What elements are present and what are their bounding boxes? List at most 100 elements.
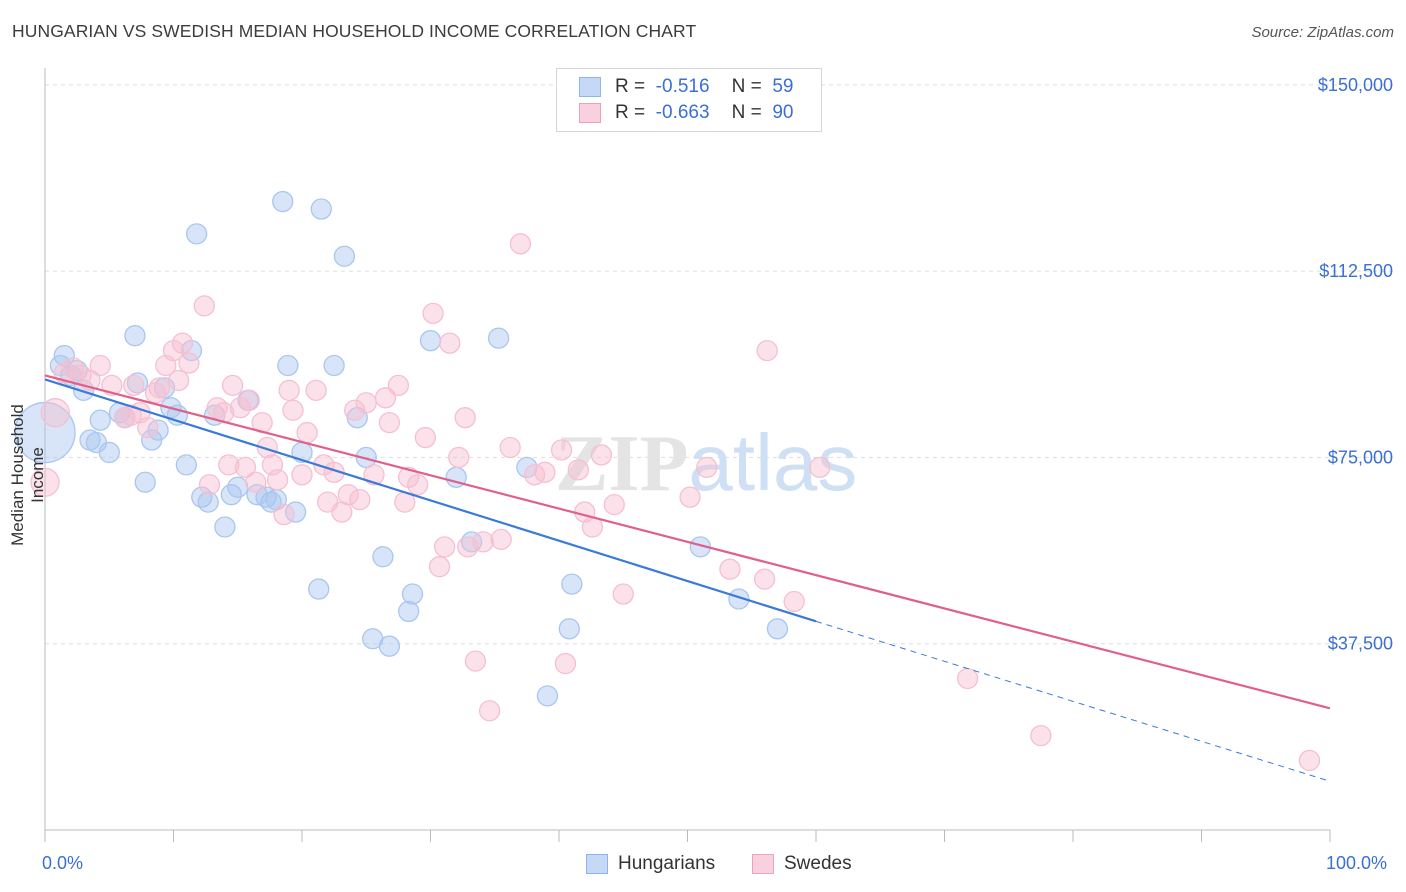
point-swedes xyxy=(428,556,451,578)
point-hungarians xyxy=(323,354,345,377)
point-swedes xyxy=(433,536,456,558)
point-hungarians xyxy=(398,600,420,623)
trend-lines xyxy=(44,374,1331,782)
point-swedes xyxy=(490,528,512,551)
y-tick-labels: $150,000 $112,500 $75,000 $37,500 xyxy=(1318,75,1393,654)
trend-line-swedes xyxy=(44,374,1331,710)
point-swedes xyxy=(554,652,577,675)
point-swedes xyxy=(696,456,718,479)
correlation-legend: R = -0.516 N = 59 R = -0.663 N = 90 xyxy=(556,68,822,132)
point-swedes xyxy=(550,439,573,461)
legend-swatch-swedes xyxy=(579,103,601,123)
x-tick-max: 100.0% xyxy=(1326,853,1388,873)
r-value: -0.516 xyxy=(655,76,710,97)
point-swedes xyxy=(344,399,366,421)
point-swedes xyxy=(472,531,494,553)
n-label: N = xyxy=(731,102,762,123)
point-swedes xyxy=(1030,724,1052,747)
point-hungarians xyxy=(561,573,583,595)
point-swedes xyxy=(256,436,278,459)
point-swedes xyxy=(590,444,613,466)
point-swedes xyxy=(198,474,221,496)
point-hungarians xyxy=(419,330,442,352)
point-swedes xyxy=(234,456,257,479)
point-hungarians xyxy=(355,446,377,469)
point-hungarians xyxy=(197,491,219,513)
point-hungarians xyxy=(272,190,294,213)
point-swedes xyxy=(387,374,410,397)
point-hungarians xyxy=(310,198,332,220)
point-swedes xyxy=(1298,749,1321,772)
point-hungarians xyxy=(728,588,750,610)
point-swedes xyxy=(291,464,313,486)
point-swedes xyxy=(282,399,304,421)
point-hungarians xyxy=(134,471,156,493)
r-label: R = xyxy=(615,76,646,97)
point-swedes xyxy=(464,650,487,672)
point-swedes xyxy=(337,484,359,506)
point-swedes xyxy=(349,488,371,511)
point-swedes xyxy=(178,352,200,374)
point-hungarians xyxy=(98,441,120,464)
point-swedes xyxy=(40,398,70,428)
point-swedes xyxy=(218,454,240,476)
point-swedes xyxy=(245,471,267,493)
point-hungarians xyxy=(124,325,146,347)
point-swedes xyxy=(448,446,470,469)
point-swedes xyxy=(229,397,251,419)
point-swedes xyxy=(266,469,289,491)
point-swedes xyxy=(378,411,401,434)
legend-row-swedes: R = -0.663 N = 90 xyxy=(579,100,793,126)
point-swedes xyxy=(374,387,397,409)
trend-extension-hungarians xyxy=(815,620,1331,782)
y-axis-label: Median Household Income xyxy=(8,404,47,546)
point-swedes xyxy=(478,700,501,722)
point-swedes xyxy=(454,407,476,429)
point-swedes xyxy=(753,568,776,590)
point-swedes xyxy=(414,426,437,449)
series-legend: Hungarians Swedes xyxy=(0,850,1406,878)
point-swedes xyxy=(171,332,194,354)
legend-row-hungarians: R = -0.516 N = 59 xyxy=(579,74,793,100)
point-hungarians xyxy=(53,344,75,367)
point-swedes xyxy=(809,456,831,479)
legend-swatch-swedes xyxy=(752,854,774,874)
point-swedes xyxy=(89,354,111,377)
legend-item-hungarians[interactable]: Hungarians xyxy=(586,853,715,875)
point-hungarians xyxy=(308,578,330,600)
n-label: N = xyxy=(731,76,762,97)
y-tick-label: $150,000 xyxy=(1318,75,1393,95)
point-swedes xyxy=(355,392,377,414)
point-hungarians xyxy=(227,476,249,498)
point-swedes xyxy=(123,374,145,397)
point-hungarians xyxy=(214,516,236,538)
data-points xyxy=(14,190,1321,772)
point-swedes xyxy=(62,357,84,379)
point-swedes xyxy=(534,461,556,483)
point-hungarians xyxy=(185,223,208,245)
legend-label-hungarians: Hungarians xyxy=(618,853,716,874)
point-hungarians xyxy=(378,635,401,657)
point-swedes xyxy=(273,503,295,526)
point-swedes xyxy=(567,459,589,481)
legend-item-swedes[interactable]: Swedes xyxy=(752,853,852,875)
point-hungarians xyxy=(175,454,198,476)
trend-line-hungarians xyxy=(44,378,817,623)
point-hungarians xyxy=(333,245,356,267)
point-hungarians xyxy=(89,409,111,431)
point-swedes xyxy=(363,464,385,486)
point-hungarians xyxy=(372,546,394,568)
point-swedes xyxy=(398,466,420,488)
point-swedes xyxy=(956,667,979,690)
point-swedes xyxy=(756,339,778,362)
x-tick-min: 0.0% xyxy=(42,853,84,873)
axes xyxy=(44,68,1331,842)
watermark-zip: ZIP xyxy=(555,420,688,508)
point-swedes xyxy=(509,233,532,255)
point-swedes xyxy=(439,332,461,354)
point-hungarians xyxy=(487,327,510,349)
n-value: 59 xyxy=(772,76,794,97)
point-swedes xyxy=(679,486,701,508)
point-swedes xyxy=(238,389,260,411)
